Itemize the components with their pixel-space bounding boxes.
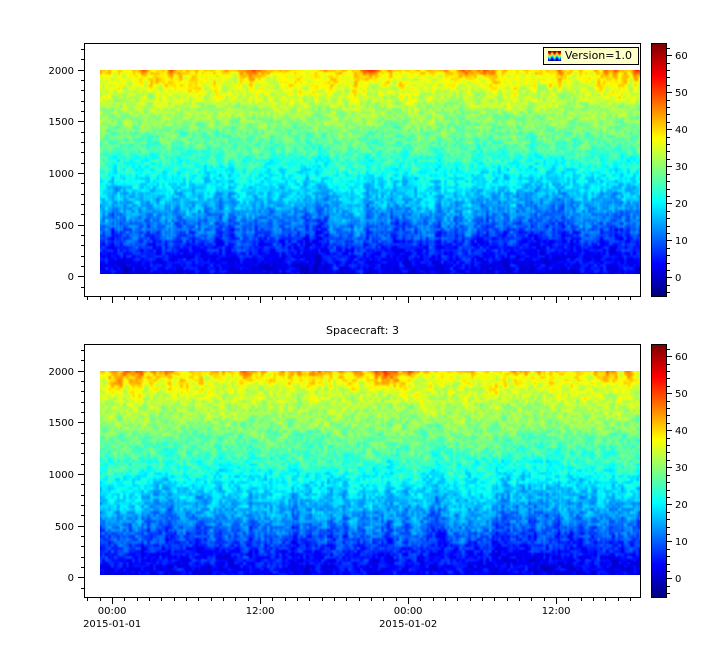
x-tick-label: 00:00	[98, 606, 127, 617]
colorbar-tick-label: 30	[675, 463, 688, 474]
colorbar-tick-label: 10	[675, 537, 688, 548]
colorbar-tick-label: 10	[675, 236, 688, 247]
colorbar-gradient-top	[652, 44, 666, 296]
legend: Version=1.0	[542, 47, 639, 65]
y-tick-label: 500	[55, 522, 74, 533]
x-tick-label: 12:00	[246, 606, 275, 617]
colorbar-tick-label: 50	[675, 88, 688, 99]
colorbar-tick-label: 20	[675, 199, 688, 210]
y-tick-label: 1500	[49, 418, 74, 429]
x-tick-label: 00:00	[394, 606, 423, 617]
x-date-label: 2015-01-02	[379, 619, 437, 630]
colorbar-tick-label: 50	[675, 389, 688, 400]
colorbar-tick-label: 20	[675, 500, 688, 511]
heatmap-canvas-top	[100, 70, 640, 274]
colorbar-tick-label: 0	[675, 273, 681, 284]
legend-label: Version=1.0	[564, 49, 632, 62]
y-tick-label: 0	[68, 272, 74, 283]
colorbar-tick-label: 40	[675, 125, 688, 136]
y-tick-label: 2000	[49, 367, 74, 378]
colorbar-tick-label: 30	[675, 162, 688, 173]
colorbar-tick-label: 60	[675, 51, 688, 62]
y-tick-label: 2000	[49, 66, 74, 77]
y-tick-label: 0	[68, 573, 74, 584]
y-tick-label: 1000	[49, 470, 74, 481]
colorbar-tick-label: 40	[675, 426, 688, 437]
y-tick-label: 1000	[49, 169, 74, 180]
colormap-swatch-icon	[547, 51, 561, 61]
colorbar-gradient-bottom	[652, 345, 666, 597]
heatmap-canvas-bottom	[100, 371, 640, 575]
panel-title: Spacecraft: 3	[325, 324, 400, 337]
x-date-label: 2015-01-01	[83, 619, 141, 630]
y-tick-label: 1500	[49, 117, 74, 128]
x-tick-label: 12:00	[542, 606, 571, 617]
y-tick-label: 500	[55, 221, 74, 232]
colorbar-tick-label: 60	[675, 352, 688, 363]
colorbar-tick-label: 0	[675, 574, 681, 585]
